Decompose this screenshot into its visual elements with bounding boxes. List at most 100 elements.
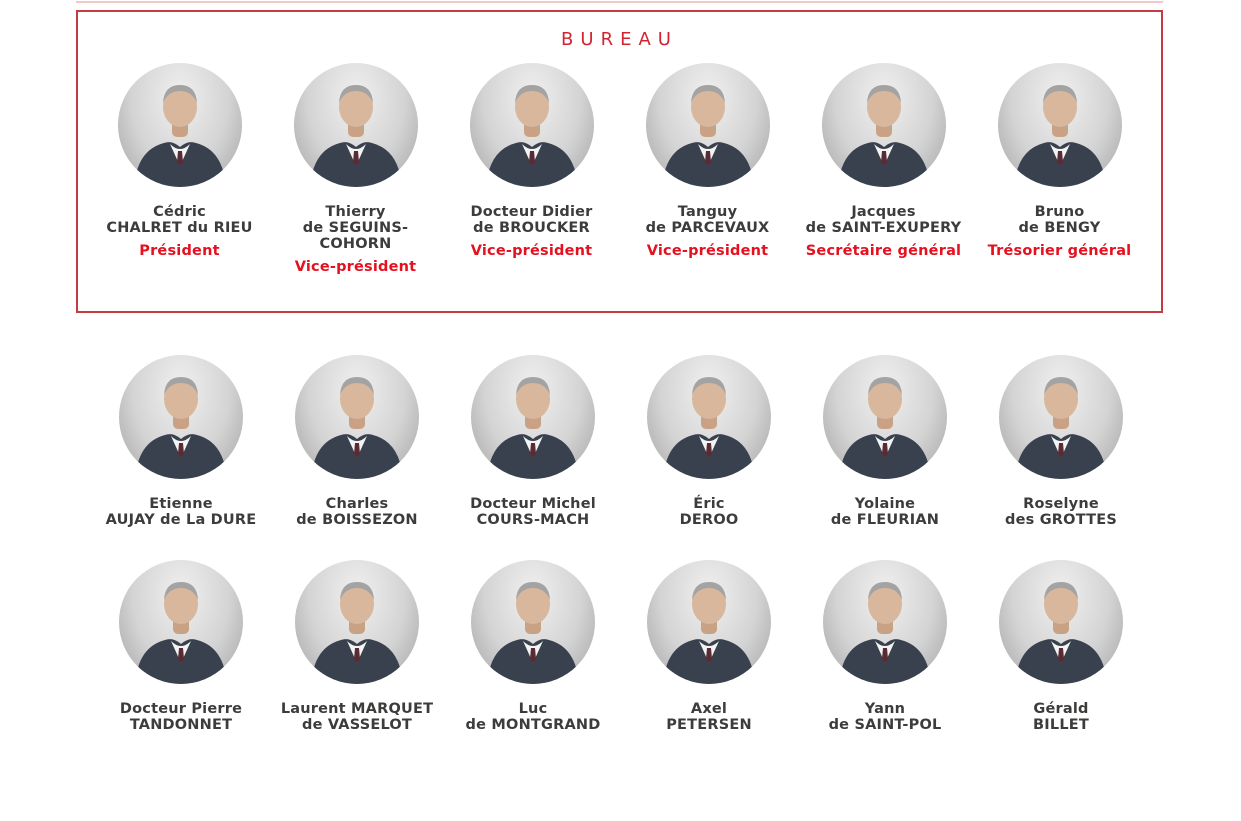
member-last-name: de BENGY: [1018, 220, 1101, 236]
member-first-name: Yann: [864, 701, 906, 717]
member-first-name: Laurent MARQUET: [280, 701, 434, 717]
member-last-name: de FLEURIAN: [830, 512, 940, 528]
member-photo: [119, 560, 243, 684]
person-portrait-icon: [823, 560, 947, 684]
member-name: Bruno de BENGY: [972, 204, 1148, 236]
person-portrait-icon: [999, 560, 1123, 684]
person-portrait-icon: [647, 355, 771, 479]
member-name: Yolaine de FLEURIAN: [797, 496, 973, 528]
member-name: Roselyne des GROTTES: [973, 496, 1149, 528]
member-first-name: Docteur Pierre: [119, 701, 243, 717]
member-name: Yann de SAINT-POL: [797, 701, 973, 733]
member-name: Laurent MARQUET de VASSELOT: [269, 701, 445, 733]
member-last-name: PETERSEN: [666, 717, 752, 733]
member-last-name: COURS-MACH: [476, 512, 590, 528]
person-portrait-icon: [118, 63, 242, 187]
person-portrait-icon: [295, 560, 419, 684]
council-members-row-2: Docteur Pierre TANDONNET Laurent MARQUET…: [93, 560, 1149, 733]
person-portrait-icon: [119, 560, 243, 684]
member-first-name: Etienne: [149, 496, 213, 512]
member-card: Yolaine de FLEURIAN: [797, 355, 973, 528]
member-name: Docteur Pierre TANDONNET: [93, 701, 269, 733]
member-role: Président: [139, 243, 220, 259]
member-first-name: Roselyne: [1023, 496, 1099, 512]
person-portrait-icon: [823, 355, 947, 479]
member-first-name: Tanguy: [677, 204, 738, 220]
member-name: Thierry de SEGUINS-COHORN: [268, 204, 444, 252]
member-last-name: DEROO: [679, 512, 739, 528]
member-card: Bruno de BENGY Trésorier général: [972, 63, 1148, 259]
member-photo: [997, 63, 1122, 187]
member-first-name: Charles: [325, 496, 389, 512]
bureau-members-row: Cédric CHALRET du RIEU Président Thierry…: [78, 63, 1161, 275]
member-first-name: Luc: [518, 701, 548, 717]
member-card: Yann de SAINT-POL: [797, 560, 973, 733]
bureau-section: BUREAU Cédric CHALRET du RIEU Président …: [76, 10, 1163, 313]
member-name: Cédric CHALRET du RIEU: [92, 204, 268, 236]
member-first-name: Axel: [690, 701, 728, 717]
member-last-name: de SEGUINS-COHORN: [302, 220, 409, 252]
member-card: Etienne AUJAY de La DURE: [93, 355, 269, 528]
person-portrait-icon: [998, 63, 1122, 187]
person-portrait-icon: [647, 560, 771, 684]
member-card: Charles de BOISSEZON: [269, 355, 445, 528]
member-card: Axel PETERSEN: [621, 560, 797, 733]
member-name: Docteur Michel COURS-MACH: [445, 496, 621, 528]
member-last-name: de BOISSEZON: [296, 512, 418, 528]
member-first-name: Gérald: [1033, 701, 1089, 717]
member-role: Secrétaire général: [805, 243, 962, 259]
person-portrait-icon: [119, 355, 243, 479]
member-photo: [293, 63, 418, 187]
member-last-name: BILLET: [1033, 717, 1089, 733]
member-photo: [645, 63, 770, 187]
member-last-name: des GROTTES: [1005, 512, 1117, 528]
member-last-name: AUJAY de La DURE: [105, 512, 257, 528]
member-name: Etienne AUJAY de La DURE: [93, 496, 269, 528]
member-photo: [647, 560, 771, 684]
member-card: Jacques de SAINT-EXUPERY Secrétaire géné…: [796, 63, 972, 259]
member-photo: [117, 63, 242, 187]
member-card: Laurent MARQUET de VASSELOT: [269, 560, 445, 733]
member-name: Éric DEROO: [621, 496, 797, 528]
bureau-section-title: BUREAU: [561, 29, 678, 50]
member-card: Docteur Didier de BROUCKER Vice-présiden…: [444, 63, 620, 259]
member-photo: [823, 560, 947, 684]
member-last-name: de VASSELOT: [301, 717, 412, 733]
member-last-name: de SAINT-EXUPERY: [805, 220, 962, 236]
member-name: Charles de BOISSEZON: [269, 496, 445, 528]
member-photo: [469, 63, 594, 187]
member-name: Docteur Didier de BROUCKER: [444, 204, 620, 236]
person-portrait-icon: [822, 63, 946, 187]
member-card: Gérald BILLET: [973, 560, 1149, 733]
member-first-name: Thierry: [325, 204, 386, 220]
member-card: Luc de MONTGRAND: [445, 560, 621, 733]
member-name: Gérald BILLET: [973, 701, 1149, 733]
person-portrait-icon: [999, 355, 1123, 479]
member-card: Docteur Michel COURS-MACH: [445, 355, 621, 528]
member-card: Tanguy de PARCEVAUX Vice-président: [620, 63, 796, 259]
member-last-name: TANDONNET: [129, 717, 233, 733]
person-portrait-icon: [471, 355, 595, 479]
person-portrait-icon: [294, 63, 418, 187]
member-last-name: de PARCEVAUX: [645, 220, 770, 236]
member-last-name: CHALRET du RIEU: [106, 220, 253, 236]
member-role: Vice-président: [470, 243, 593, 259]
member-first-name: Docteur Michel: [470, 496, 596, 512]
member-photo: [647, 355, 771, 479]
member-card: Éric DEROO: [621, 355, 797, 528]
member-first-name: Yolaine: [854, 496, 916, 512]
member-photo: [999, 355, 1123, 479]
member-name: Luc de MONTGRAND: [445, 701, 621, 733]
person-portrait-icon: [295, 355, 419, 479]
member-name: Axel PETERSEN: [621, 701, 797, 733]
member-photo: [471, 560, 595, 684]
person-portrait-icon: [646, 63, 770, 187]
member-first-name: Cédric: [153, 204, 206, 220]
member-photo: [821, 63, 946, 187]
member-first-name: Docteur Didier: [470, 204, 593, 220]
member-photo: [295, 560, 419, 684]
member-card: Thierry de SEGUINS-COHORN Vice-président: [268, 63, 444, 275]
person-portrait-icon: [470, 63, 594, 187]
member-last-name: de BROUCKER: [473, 220, 590, 236]
member-first-name: Bruno: [1034, 204, 1085, 220]
